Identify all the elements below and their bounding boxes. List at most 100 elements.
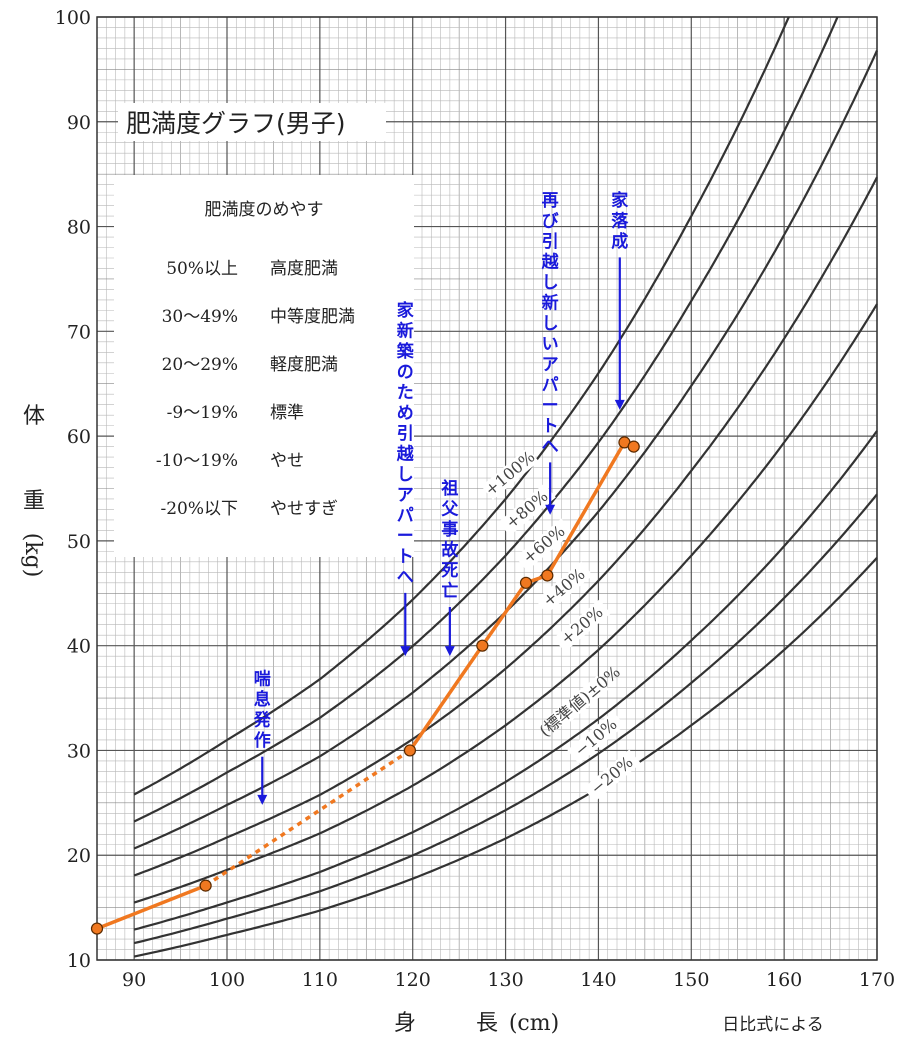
annotation-char: 発: [253, 710, 272, 731]
annotation-char: し: [542, 273, 559, 293]
annotation-char: 築: [396, 341, 415, 362]
reference-curve: [133, 303, 878, 904]
x-axis-title: 身 長 (cm): [394, 1011, 559, 1036]
x-tick-label: 120: [395, 969, 431, 991]
annotation-char: 家: [397, 300, 414, 321]
annotation-char: 落: [611, 211, 629, 231]
growth-series: [90, 436, 640, 935]
legend-range: -20%以下: [160, 499, 238, 519]
legend-background: [114, 175, 414, 557]
reference-curve: [133, 16, 790, 796]
annotation-char: 引: [542, 232, 559, 252]
y-tick-label: 60: [67, 426, 91, 448]
chart-title-background: [118, 103, 386, 141]
annotation-char: 成: [611, 231, 628, 252]
y-tick-label: 40: [67, 636, 91, 658]
x-tick-label: 160: [766, 969, 802, 991]
annotation-char: 新: [542, 292, 559, 313]
chart-title: 肥満度グラフ(男子): [126, 109, 346, 138]
x-tick-label: 130: [487, 969, 523, 991]
y-axis-title-part: 体: [23, 404, 45, 429]
chart-title-group: 肥満度グラフ(男子): [118, 103, 386, 141]
y-tick-label: 80: [67, 217, 91, 239]
annotation-char: 事: [441, 520, 458, 540]
legend-heading: 肥満度のめやす: [205, 200, 324, 220]
legend-range: -9〜19%: [167, 403, 238, 423]
annotation-char: 越: [396, 443, 415, 464]
legend-category: 高度肥満: [270, 259, 338, 279]
reference-curve: [133, 176, 878, 877]
x-axis-title-part: (cm): [509, 1011, 559, 1036]
y-tick-label: 20: [67, 845, 91, 867]
annotation-arrow-head: [545, 504, 556, 515]
y-tick-label: 50: [67, 531, 91, 553]
series-segment: [480, 581, 528, 647]
x-tick-label: 90: [122, 969, 146, 991]
y-tick-label: 90: [67, 112, 91, 134]
annotation-char: 故: [441, 540, 459, 561]
x-axis-title-part: 長: [476, 1011, 498, 1036]
series-point: [627, 440, 640, 453]
series-segment: [96, 883, 207, 931]
legend-range: 50%以上: [166, 259, 238, 279]
reference-curve-label: −20%: [587, 752, 637, 798]
reference-curve-label-bg: [583, 749, 641, 802]
annotation-char: 亡: [441, 581, 458, 602]
annotation-arrow-head: [614, 399, 625, 410]
annotation-char: め: [397, 403, 414, 423]
plot-frame: [96, 16, 878, 961]
series-point: [476, 639, 489, 652]
annotation-char: い: [542, 334, 559, 354]
legend-category: やせすぎ: [270, 499, 338, 519]
annotation-char: 引: [397, 424, 414, 444]
reference-curve: [133, 493, 878, 945]
annotation-char: ー: [542, 396, 559, 416]
annotation-char: 再: [542, 191, 559, 211]
annotation-char: ト: [397, 547, 414, 567]
x-tick-label: 140: [580, 969, 616, 991]
reference-curve-label-bg: [515, 518, 573, 571]
annotation-char: た: [397, 383, 414, 403]
annotation-char: へ: [397, 567, 414, 587]
annotation-char: 祖: [440, 478, 458, 499]
y-tick-label: 70: [67, 321, 91, 343]
series-point: [199, 879, 212, 892]
annotation-char: し: [542, 314, 559, 334]
annotation-char: 新: [397, 320, 414, 341]
series-segment: [545, 441, 626, 577]
x-tick-label: 170: [859, 969, 895, 991]
series-segment: [408, 644, 484, 752]
reference-curve-label: +20%: [557, 602, 607, 648]
legend-category: 中等度肥満: [270, 307, 355, 327]
reference-curve: [133, 16, 839, 823]
annotation-char: し: [397, 465, 414, 485]
annotation-char: ア: [542, 355, 559, 375]
x-axis-title-part: 身: [394, 1011, 416, 1036]
y-tick-labels: 10 20 30 40 50 60 70 80 90 100: [55, 7, 91, 972]
x-tick-label: 150: [673, 969, 709, 991]
reference-curve: [133, 556, 878, 958]
reference-curve-label-bg: [535, 561, 593, 614]
annotation-char: パ: [542, 375, 559, 395]
x-tick-labels: 90 100 110 120 130 140 150 160 170: [122, 969, 895, 991]
annotation-char: ー: [397, 526, 414, 546]
reference-curve-label-bg: [551, 675, 609, 728]
series-segment-dotted: [204, 748, 411, 888]
reference-curves: [133, 16, 879, 958]
annotation-char: ト: [542, 416, 559, 436]
legend-range: 20〜29%: [162, 355, 238, 375]
y-axis-title-part: 重: [23, 489, 45, 514]
annotation-arrow-head: [257, 794, 268, 805]
annotation-char: 父: [440, 500, 459, 520]
annotation-char: 作: [254, 730, 271, 751]
legend-category: 軽度肥満: [270, 355, 338, 375]
reference-curve: [133, 430, 878, 931]
x-tick-label: 110: [302, 969, 338, 991]
legend-range: -10〜19%: [156, 451, 238, 471]
